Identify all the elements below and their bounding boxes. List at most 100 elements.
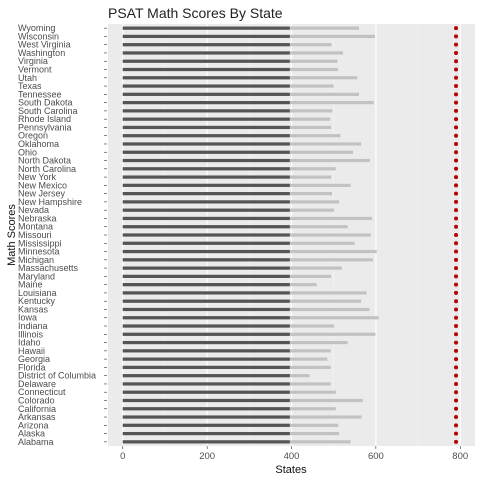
x-tick-label: 200 [199, 451, 215, 462]
bar-base-segment [122, 183, 290, 187]
y-tick-label: Montana [18, 222, 53, 232]
bar-base-segment [122, 142, 290, 146]
reference-point [454, 92, 459, 97]
bar-base-segment [122, 258, 290, 262]
y-tick-label: Delaware [18, 379, 56, 389]
reference-point [454, 158, 459, 163]
bar-base-segment [122, 274, 290, 278]
bar-base-segment [122, 365, 290, 369]
bar-base-segment [122, 101, 290, 105]
y-tick-label: Arizona [18, 420, 49, 430]
y-tick-label: Massachusetts [18, 263, 79, 273]
x-tick-labels: 0 200 400 600 800 [120, 446, 468, 462]
reference-point [454, 274, 459, 279]
y-tick-label: Alaska [18, 429, 45, 439]
bar-base-segment [122, 117, 290, 121]
y-tick-label: Wisconsin [18, 31, 59, 41]
y-tick-label: Maryland [18, 271, 55, 281]
reference-point [454, 26, 459, 31]
reference-point [454, 59, 459, 64]
bar-base-segment [122, 200, 290, 204]
x-axis-title: States [275, 464, 307, 476]
reference-point [454, 299, 459, 304]
bar-base-segment [122, 291, 290, 295]
bar-base-segment [122, 241, 290, 245]
reference-point [454, 398, 459, 403]
reference-point [454, 266, 459, 271]
y-tick-label: New Hampshire [18, 197, 82, 207]
bar-base-segment [122, 125, 290, 130]
y-tick-label: California [18, 404, 56, 414]
bar-base-segment [122, 266, 290, 270]
bar-base-segment [122, 216, 290, 221]
bar-base-segment [122, 109, 290, 113]
reference-point [454, 191, 459, 196]
reference-point [454, 150, 459, 155]
reference-point [454, 34, 459, 39]
reference-point [454, 415, 459, 420]
reference-point [454, 141, 459, 146]
bar-base-segment [122, 34, 290, 39]
reference-point [454, 406, 459, 411]
bars [122, 26, 379, 444]
reference-point [454, 315, 459, 320]
y-tick-label: Hawaii [18, 346, 45, 356]
bar-base-segment [122, 398, 290, 403]
reference-point [454, 365, 459, 370]
bar-base-segment [122, 175, 290, 179]
bar-base-segment [122, 192, 290, 196]
x-tick-label: 0 [120, 451, 125, 462]
bar-base-segment [122, 374, 290, 378]
reference-point [454, 117, 459, 122]
reference-point [454, 257, 459, 262]
reference-point [454, 390, 459, 395]
y-tick-label: Louisiana [18, 288, 57, 298]
y-tick-labels: AlabamaAlaskaArizonaArkansasCaliforniaCo… [18, 23, 107, 447]
reference-point [454, 208, 459, 213]
y-tick-label: Michigan [18, 255, 54, 265]
y-tick-label: Texas [18, 81, 42, 91]
y-tick-label: South Carolina [18, 106, 78, 116]
y-tick-label: Florida [18, 362, 46, 372]
y-tick-label: West Virginia [18, 40, 71, 50]
y-tick-label: Alabama [18, 437, 54, 447]
reference-point [454, 166, 459, 171]
x-tick-label: 400 [284, 451, 300, 462]
reference-point [454, 183, 459, 188]
bar-base-segment [122, 324, 290, 328]
bar-base-segment [122, 92, 290, 96]
y-tick-label: Indiana [18, 321, 48, 331]
bar-base-segment [122, 390, 290, 394]
y-tick-label: Washington [18, 48, 65, 58]
y-tick-label: Oklahoma [18, 139, 59, 149]
y-tick-label: North Carolina [18, 164, 76, 174]
reference-point [454, 50, 459, 55]
y-tick-label: Virginia [18, 56, 48, 66]
reference-point [454, 340, 459, 345]
reference-point [454, 373, 459, 378]
bar-base-segment [122, 67, 290, 72]
reference-point [454, 307, 459, 312]
y-tick-label: Minnesota [18, 247, 60, 257]
reference-point [454, 84, 459, 89]
y-tick-label: Oregon [18, 131, 48, 141]
reference-point [454, 439, 459, 444]
reference-point [454, 431, 459, 436]
y-tick-label: Ohio [18, 147, 37, 157]
reference-point [454, 42, 459, 47]
bar-base-segment [122, 440, 290, 444]
bar-base-segment [122, 357, 290, 361]
y-tick-label: Georgia [18, 354, 50, 364]
bar-base-segment [122, 332, 290, 336]
bar-base-segment [122, 423, 290, 427]
bar-base-segment [122, 249, 290, 254]
bar-base-segment [122, 233, 290, 237]
reference-point [454, 348, 459, 353]
bar-base-segment [122, 307, 290, 312]
y-tick-label: New York [18, 172, 57, 182]
bar-base-segment [122, 150, 290, 154]
reference-point [454, 290, 459, 295]
y-tick-label: Kentucky [18, 296, 56, 306]
y-tick-label: Utah [18, 73, 37, 83]
y-tick-label: Arkansas [18, 412, 56, 422]
